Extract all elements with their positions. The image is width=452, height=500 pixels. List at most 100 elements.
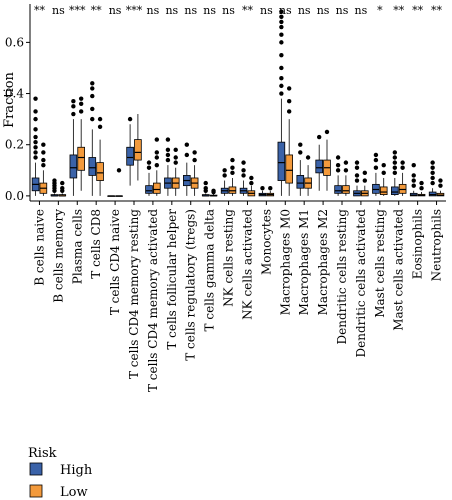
outlier-point <box>154 150 160 155</box>
x-tick-label: Eosinophils <box>411 209 425 279</box>
outlier-point <box>286 86 292 91</box>
box-low <box>96 162 104 181</box>
x-tick-label: Plasma cells <box>70 209 84 284</box>
outlier-point <box>230 165 235 170</box>
outlier-point <box>279 91 284 96</box>
significance-label: ns <box>222 4 235 17</box>
outlier-point <box>146 160 152 165</box>
outlier-point <box>230 157 235 163</box>
outlier-point <box>392 170 398 176</box>
x-tick-label: Macrophages M1 <box>297 209 311 315</box>
outlier-point <box>241 160 246 165</box>
significance-label: ns <box>355 4 368 17</box>
outlier-point <box>430 175 435 181</box>
outlier-point <box>343 168 349 173</box>
outlier-point <box>279 52 284 58</box>
outlier-point <box>165 147 171 153</box>
outlier-point <box>400 165 405 170</box>
legend-label-low: Low <box>60 485 88 500</box>
significance-label: ns <box>184 4 197 17</box>
x-tick-label: T cells CD4 memory resting <box>127 209 141 379</box>
outlier-point <box>71 111 76 117</box>
box-low <box>134 139 142 161</box>
box-low <box>285 154 293 184</box>
outlier-point <box>165 152 171 158</box>
box-high <box>391 186 399 196</box>
outlier-point <box>90 81 95 86</box>
outlier-point <box>173 160 178 165</box>
box-low <box>342 185 350 194</box>
outlier-point <box>33 155 38 160</box>
outlier-point <box>354 173 360 178</box>
outlier-point <box>165 137 171 142</box>
outlier-point <box>173 147 178 153</box>
outlier-point <box>373 157 379 163</box>
x-tick-label: T cells CD4 naive <box>108 209 122 315</box>
outlier-point <box>373 152 379 158</box>
box-high <box>315 159 323 174</box>
legend-title: Risk <box>28 446 57 461</box>
outlier-point <box>438 178 443 183</box>
outlier-point <box>279 9 284 14</box>
outlier-point <box>362 178 368 183</box>
x-tick-label: T cells regulatory (tregs) <box>184 209 198 361</box>
outlier-point <box>298 142 303 147</box>
x-tick-label: Dendritic cells resting <box>335 209 349 345</box>
outlier-point <box>279 75 284 81</box>
outlier-point <box>154 162 160 168</box>
outlier-point <box>33 145 38 150</box>
outlier-point <box>400 160 405 165</box>
outlier-point <box>127 116 133 122</box>
outlier-point <box>316 134 322 140</box>
outlier-point <box>41 162 46 168</box>
outlier-point <box>78 101 84 106</box>
outlier-point <box>78 109 84 114</box>
outlier-point <box>260 186 265 191</box>
outlier-point <box>97 116 103 122</box>
outlier-point <box>71 104 76 109</box>
outlier-point <box>222 173 227 178</box>
outlier-point <box>411 162 416 168</box>
box-high <box>296 175 305 189</box>
x-tick-label: Mast cells resting <box>373 209 387 318</box>
significance-label: ns <box>203 4 216 17</box>
outlier-point <box>335 168 341 173</box>
significance-label: ns <box>298 4 311 17</box>
outlier-point <box>33 150 38 155</box>
outlier-point <box>430 170 435 176</box>
outlier-point <box>430 165 435 170</box>
outlier-point <box>192 150 197 155</box>
outlier-point <box>203 186 208 191</box>
significance-label: ns <box>317 4 330 17</box>
legend-swatch-high <box>29 462 43 476</box>
outlier-point <box>279 24 284 30</box>
y-tick-label: 0.6 <box>5 35 24 49</box>
legend: Risk High Low <box>28 446 93 500</box>
box-high <box>428 191 437 197</box>
outlier-point <box>381 162 386 168</box>
outlier-point <box>279 19 284 25</box>
outlier-point <box>279 40 284 45</box>
x-tick-label: Macrophages M0 <box>278 209 292 315</box>
outlier-point <box>279 83 284 89</box>
significance-label: * <box>377 4 383 17</box>
significance-label: ** <box>393 4 405 17</box>
outlier-point <box>354 160 360 165</box>
outlier-point <box>392 165 398 170</box>
outlier-point <box>241 168 246 173</box>
outlier-point <box>41 157 46 163</box>
outlier-point <box>33 127 38 132</box>
outlier-point <box>78 96 84 101</box>
outlier-point <box>154 137 160 142</box>
outlier-point <box>286 109 292 114</box>
x-tick-label: NK cells activated <box>240 209 254 320</box>
outlier-point <box>249 180 254 186</box>
outlier-point <box>279 32 284 37</box>
x-tick-label: T cells CD4 memory activated <box>146 209 160 392</box>
x-tick-label: Dendritic cells activated <box>354 209 368 358</box>
outlier-point <box>184 142 190 147</box>
significance-label: ** <box>34 4 46 17</box>
outlier-point <box>268 186 273 191</box>
outlier-point <box>249 175 254 181</box>
outlier-point <box>381 170 386 176</box>
